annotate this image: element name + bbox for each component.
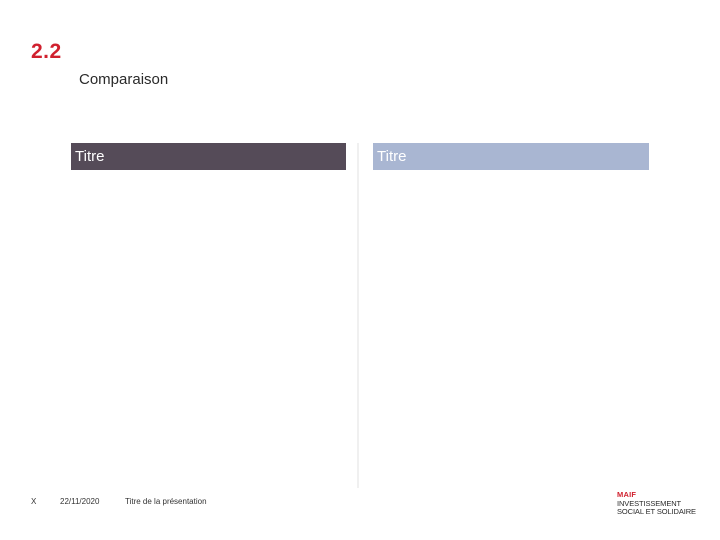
logo-brand: MAIF	[617, 490, 637, 499]
maif-logo: MAIF INVESTISSEMENT SOCIAL ET SOLIDAIRE	[617, 491, 696, 516]
footer-page-number: X	[31, 497, 37, 506]
slide-title: Comparaison	[79, 71, 169, 88]
footer-date: 22/11/2020	[60, 497, 100, 506]
right-column-header: Titre	[373, 143, 649, 170]
section-number: 2.2	[31, 40, 62, 63]
column-divider	[357, 143, 359, 488]
left-column-header: Titre	[71, 143, 346, 170]
footer-presentation-title: Titre de la présentation	[125, 497, 207, 506]
logo-line-1: INVESTISSEMENT	[617, 498, 682, 508]
logo-line-2: SOCIAL ET SOLIDAIRE	[617, 507, 696, 516]
